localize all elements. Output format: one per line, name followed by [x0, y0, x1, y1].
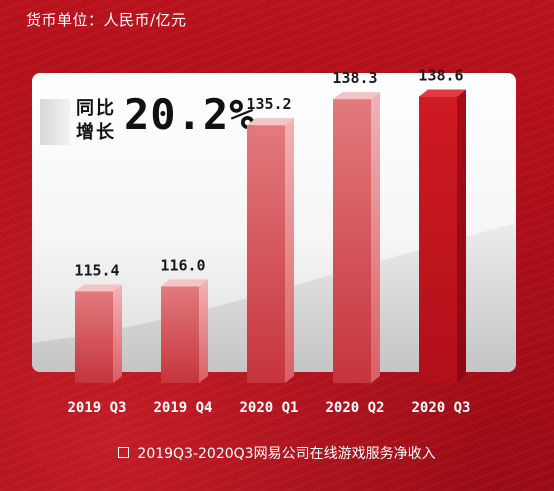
bar-front [333, 99, 371, 383]
bar-3 [247, 118, 294, 384]
bar-top [161, 279, 208, 287]
bar-front [161, 286, 199, 383]
bar-2 [161, 279, 208, 383]
bar-front [247, 125, 285, 384]
bar-top [75, 284, 122, 292]
x-tick-label: 2020 Q1 [239, 400, 298, 416]
bar-side [113, 284, 122, 383]
x-tick-label: 2020 Q3 [411, 400, 470, 416]
x-tick-label: 2019 Q4 [153, 400, 212, 416]
chart-caption: 2019Q3-2020Q3网易公司在线游戏服务净收入 [0, 442, 554, 482]
bar-top [247, 118, 294, 126]
bar-value-label: 135.2 [246, 95, 291, 113]
bar-top [333, 92, 380, 100]
bar-side [199, 279, 208, 383]
bar-top [419, 89, 466, 97]
bar-front [419, 96, 457, 383]
bar-front [75, 291, 113, 383]
chart-caption-text: 2019Q3-2020Q3网易公司在线游戏服务净收入 [137, 446, 436, 462]
bar-value-label: 138.6 [418, 67, 463, 85]
currency-unit-label: 货币单位：人民币/亿元 [26, 11, 187, 29]
bar-value-label: 115.4 [74, 261, 119, 279]
bar-side [457, 89, 466, 383]
bar-side [371, 92, 380, 383]
bar-value-label: 138.3 [332, 69, 377, 87]
bar-1 [75, 284, 122, 383]
growth-label: 同比增长 [76, 98, 116, 143]
caption-marker-icon [118, 447, 130, 458]
x-tick-label: 2020 Q2 [325, 400, 384, 416]
bar-value-label: 116.0 [160, 256, 205, 274]
growth-decoration-box [40, 99, 70, 145]
bar-4 [333, 92, 380, 383]
bar-side [285, 118, 294, 384]
growth-value: 20.2% [124, 90, 256, 139]
x-tick-label: 2019 Q3 [67, 400, 126, 416]
bar-5 [419, 89, 466, 383]
